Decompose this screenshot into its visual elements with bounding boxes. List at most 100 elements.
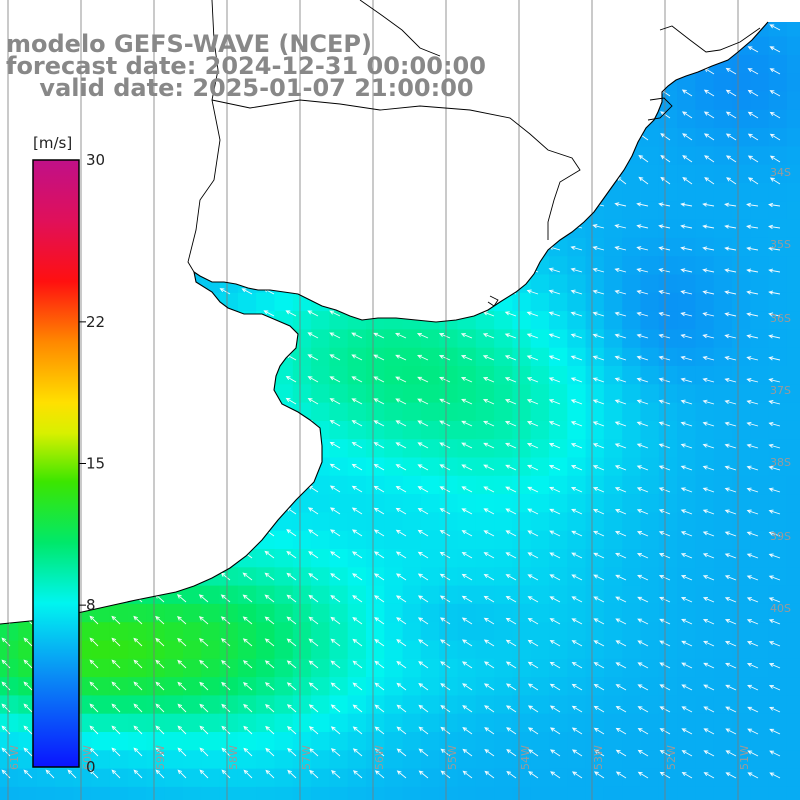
wind-arrow <box>680 421 693 427</box>
wind-arrow <box>461 639 473 647</box>
wind-arrow <box>747 89 759 97</box>
wind-arrow <box>660 111 671 119</box>
wind-arrow <box>1 725 11 735</box>
lat-label: 37S <box>770 384 791 397</box>
lon-label: 53W <box>592 745 605 770</box>
wind-arrow <box>482 377 495 383</box>
colorbar-tick-label: 22 <box>86 313 105 331</box>
wind-arrow <box>702 334 715 339</box>
wind-arrow <box>461 530 473 537</box>
wind-arrow <box>373 529 385 537</box>
wind-arrow <box>285 375 297 383</box>
wind-arrow <box>374 770 385 779</box>
wind-arrow <box>23 703 33 713</box>
wind-arrow <box>242 660 253 669</box>
wind-arrow <box>614 289 627 295</box>
wind-arrow <box>636 399 649 405</box>
wind-arrow <box>1 769 11 779</box>
wind-arrow <box>329 398 341 405</box>
wind-arrow <box>527 705 539 713</box>
wind-arrow <box>462 683 473 691</box>
wind-arrow <box>220 638 231 647</box>
wind-arrow <box>571 574 583 581</box>
wind-arrow <box>506 727 517 735</box>
wind-arrow <box>636 465 649 471</box>
wind-arrow <box>417 442 429 449</box>
wind-arrow <box>307 354 319 361</box>
wind-arrow <box>351 551 363 559</box>
wind-arrow <box>746 465 759 471</box>
wind-arrow <box>460 333 473 339</box>
wind-arrow <box>439 551 451 559</box>
wind-arrow <box>768 597 781 603</box>
wind-arrow <box>395 551 407 559</box>
wind-arrow <box>614 355 627 361</box>
wind-arrow <box>286 529 297 537</box>
wind-arrow <box>198 572 209 581</box>
wind-arrow <box>636 246 649 251</box>
wind-arrow <box>461 486 473 493</box>
wind-arrow <box>703 684 715 691</box>
wind-arrow <box>373 463 385 471</box>
wind-arrow <box>264 594 275 603</box>
wind-arrow <box>724 487 737 493</box>
wind-arrow <box>746 509 759 515</box>
wind-arrow <box>243 769 253 779</box>
wind-arrow <box>23 659 33 669</box>
wind-arrow <box>484 727 495 735</box>
wind-arrow <box>417 376 429 383</box>
wind-arrow <box>702 290 715 295</box>
wind-arrow <box>746 421 759 427</box>
wind-arrow <box>286 594 297 603</box>
wind-arrow <box>352 682 363 691</box>
wind-arrow <box>417 420 429 427</box>
wind-arrow <box>330 726 341 735</box>
wind-arrow <box>461 420 473 427</box>
wind-arrow <box>769 728 781 735</box>
wind-arrow <box>396 704 407 713</box>
wind-arrow <box>636 333 649 339</box>
wind-arrow <box>417 507 429 515</box>
wind-arrow <box>504 311 517 317</box>
wind-arrow <box>483 617 495 625</box>
wind-arrow <box>461 398 473 405</box>
wind-arrow <box>724 202 737 207</box>
wind-arrow <box>746 246 759 251</box>
wind-arrow <box>351 398 363 405</box>
lon-label: 60W <box>81 745 94 770</box>
wind-arrow <box>373 332 385 339</box>
wind-arrow <box>264 660 275 669</box>
wind-arrow <box>549 661 561 669</box>
grid-labels: 34S 35S 36S 37S 38S 39S 40S 61W 60W 59W 58W 57W 56W 5… <box>8 166 791 770</box>
wind-arrow <box>265 725 275 735</box>
wind-arrow <box>768 378 781 383</box>
wind-arrow <box>680 531 693 537</box>
wind-arrow <box>307 397 319 405</box>
wind-arrow <box>703 728 715 735</box>
wind-arrow <box>570 311 583 317</box>
wind-arrow <box>483 595 495 603</box>
wind-arrow <box>571 683 583 691</box>
wind-arrow <box>746 553 759 559</box>
wind-arrow <box>768 663 781 669</box>
wind-arrow <box>396 770 407 779</box>
wind-arrow <box>680 355 693 361</box>
wind-arrow <box>593 749 605 757</box>
wind-arrow <box>504 377 517 383</box>
wind-arrow <box>725 111 737 119</box>
wind-arrow <box>242 572 253 581</box>
wind-arrow <box>286 638 297 647</box>
wind-arrow <box>351 376 363 383</box>
wind-arrow <box>155 725 165 735</box>
wind-arrow <box>329 376 341 383</box>
wind-arrow <box>395 420 407 427</box>
wind-arrow <box>111 659 121 669</box>
wind-arrow <box>395 398 407 405</box>
wind-arrow <box>286 682 297 691</box>
wind-arrow <box>614 399 627 405</box>
wind-arrow <box>768 312 781 317</box>
lon-label: 56W <box>373 745 386 770</box>
wind-arrow <box>746 443 759 449</box>
wind-arrow <box>724 246 737 251</box>
wind-arrow <box>89 747 99 757</box>
